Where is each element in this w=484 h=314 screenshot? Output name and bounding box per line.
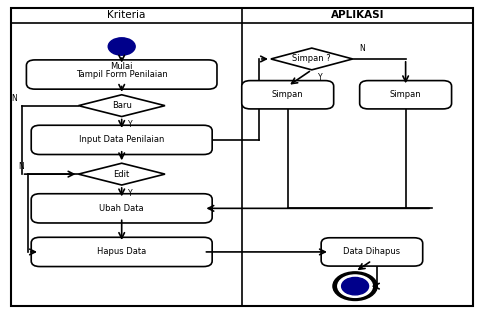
Text: Simpan: Simpan — [272, 90, 303, 99]
Text: Y: Y — [128, 189, 133, 198]
Circle shape — [108, 38, 135, 55]
Polygon shape — [78, 95, 165, 116]
Text: Kriteria: Kriteria — [107, 10, 146, 20]
FancyBboxPatch shape — [31, 237, 212, 267]
Text: Hapus Data: Hapus Data — [97, 247, 146, 257]
Circle shape — [338, 275, 372, 297]
Polygon shape — [78, 163, 165, 185]
Text: Edit: Edit — [114, 170, 130, 179]
FancyBboxPatch shape — [321, 238, 423, 266]
FancyBboxPatch shape — [31, 194, 212, 223]
FancyBboxPatch shape — [360, 81, 452, 109]
Text: N: N — [18, 162, 24, 171]
Text: Baru: Baru — [112, 101, 132, 110]
Text: Simpan ?: Simpan ? — [292, 54, 331, 63]
FancyBboxPatch shape — [11, 8, 473, 306]
Circle shape — [333, 272, 377, 300]
Text: Simpan: Simpan — [390, 90, 422, 99]
Text: N: N — [360, 44, 365, 53]
Text: Mulai: Mulai — [110, 62, 133, 71]
FancyBboxPatch shape — [242, 81, 333, 109]
Text: Y: Y — [128, 120, 133, 129]
FancyBboxPatch shape — [31, 125, 212, 154]
Text: Input Data Penilaian: Input Data Penilaian — [79, 135, 165, 144]
Text: Y: Y — [318, 73, 323, 82]
Text: APLIKASI: APLIKASI — [331, 10, 384, 20]
Text: Tampil Form Penilaian: Tampil Form Penilaian — [76, 70, 167, 79]
Text: N: N — [12, 94, 17, 103]
Circle shape — [342, 278, 368, 295]
Text: Ubah Data: Ubah Data — [99, 204, 144, 213]
Text: Data Dihapus: Data Dihapus — [343, 247, 400, 257]
Polygon shape — [271, 48, 353, 70]
FancyBboxPatch shape — [27, 60, 217, 89]
